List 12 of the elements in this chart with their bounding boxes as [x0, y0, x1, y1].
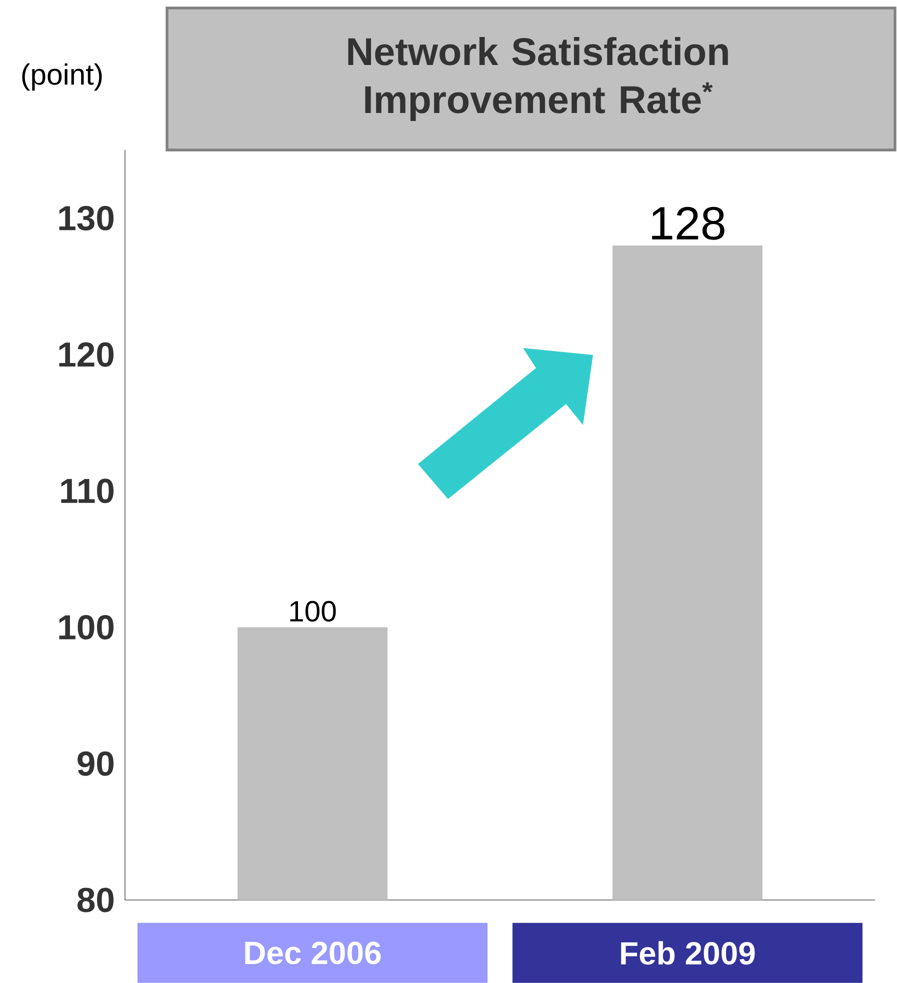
- data-label: 100: [290, 600, 336, 622]
- x-tick-label: Dec 2006: [245, 942, 381, 964]
- data-label: 128: [652, 206, 724, 240]
- y-tick-label: 80: [78, 888, 114, 912]
- y-tick-label: 100: [59, 614, 114, 640]
- text: (point): [22, 63, 102, 91]
- y-tick-label: 110: [61, 478, 114, 504]
- x-tick-label: Feb 2009: [621, 941, 755, 965]
- chart-title: Network Satisfaction Improvement Rate$^{*}$: [348, 36, 728, 122]
- y-tick-label: 120: [59, 342, 114, 367]
- y-tick-label: 130: [59, 206, 114, 230]
- y-tick-label: 90: [78, 751, 114, 776]
